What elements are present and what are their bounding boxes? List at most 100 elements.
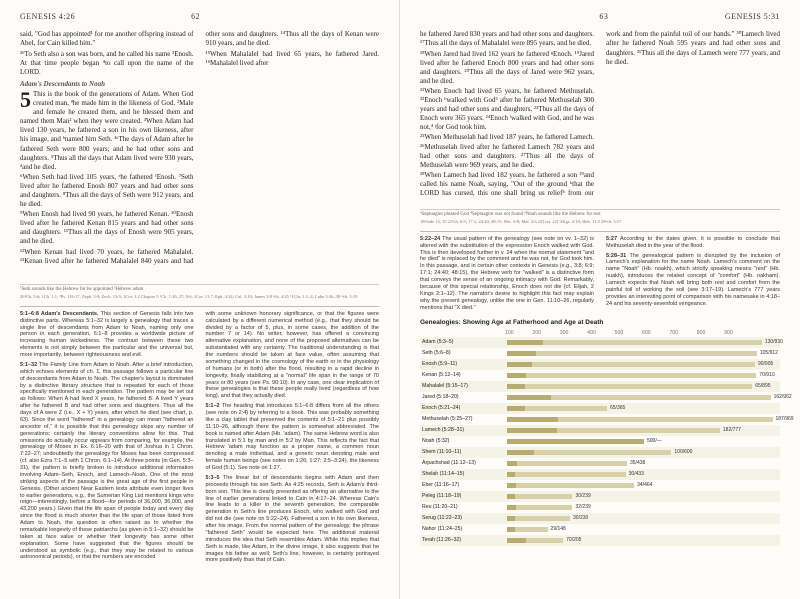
father-bar xyxy=(507,472,515,477)
bar-value-text: 70/205 xyxy=(566,537,581,544)
father-bar xyxy=(507,461,517,466)
commentary-head: 5:28–31 xyxy=(606,253,626,259)
chart-row-label: Eber (11:16–17) xyxy=(420,482,507,489)
bar-value-text: 30/433 xyxy=(629,471,644,478)
chart-row: Terah (11:26–32) 70/205 xyxy=(420,535,780,546)
chart-row: Nahor (11:24–25) 29/148 xyxy=(420,524,780,535)
chart-row: Enosh (5:9–11)90/905 xyxy=(420,359,780,370)
bar-value-text: 162/962 xyxy=(774,394,792,401)
bar-value-text: 105/912 xyxy=(760,350,778,357)
chart-row-label: Lamech (5:28–31) xyxy=(420,427,507,434)
chart-row: Methuselah (5:25–27)187/969 xyxy=(420,414,780,425)
chart-row-bars: 100/600 xyxy=(507,447,780,458)
chart-row: Lamech (5:28–31)182/777 xyxy=(420,425,780,436)
chart-row-bars: 34/464 xyxy=(507,480,780,491)
bar-value-text: 90/905 xyxy=(758,361,773,368)
commentary-right: 5:22–24 The usual pattern of the genealo… xyxy=(420,231,780,313)
bar-value-text: 30/230 xyxy=(573,515,588,522)
bar-value-text: 65/895 xyxy=(755,383,770,390)
right-page: XXXXXXXXXX 63 GENESIS 5:31 he fathered J… xyxy=(400,0,800,599)
book-ref-left: GENESIS 4:26 xyxy=(20,12,75,22)
axis-tick: 700 xyxy=(669,330,696,337)
footnotes-left: ¹Seth sounds like the Hebrew for he appo… xyxy=(20,284,379,293)
scripture-columns-right: he fathered Jared 830 years and had othe… xyxy=(420,30,780,205)
axis-tick: 800 xyxy=(697,330,724,337)
chart-row: Arpachshad (11:12–13)35/438 xyxy=(420,458,780,469)
father-bar xyxy=(507,450,534,455)
death-bar xyxy=(507,461,627,466)
bar-value-text: 130/930 xyxy=(765,339,783,346)
commentary-para: 5:28–31 The genealogical pattern is disr… xyxy=(606,253,780,308)
verse-text: ⁹When Enosh had lived 90 years, he fathe… xyxy=(20,210,194,246)
verse-body: This is the book of the generations of A… xyxy=(20,90,194,171)
axis-tick: 600 xyxy=(642,330,669,337)
father-bar xyxy=(507,417,558,422)
death-bar xyxy=(507,516,570,521)
chart-row-bars: 35/438 xyxy=(507,458,780,469)
death-bar xyxy=(507,351,757,356)
chart-row: Kenan (5:12–14)70/910 xyxy=(420,370,780,381)
footnotes-right: ³Septuagint pleased God ⁴Septuagint was … xyxy=(420,209,780,218)
commentary-head: 5:27 xyxy=(606,236,617,242)
commentary-para: 5:1–2 The heading that introduces 5:1–6:… xyxy=(206,403,380,472)
chart-row-label: Adam (5:3–5) xyxy=(420,339,507,346)
father-bar xyxy=(507,362,532,367)
bar-value-text: 70/910 xyxy=(759,372,774,379)
verse-text: ¹⁵When Mahalalel had lived 65 years, he … xyxy=(206,50,380,68)
commentary-left: 5:1–6:8 Adam's Descendants. This section… xyxy=(20,306,379,566)
chart-row-label: Reu (11:20–21) xyxy=(420,504,507,511)
death-bar xyxy=(507,472,626,477)
verse-text: ²⁵When Methuselah had lived 187 years, h… xyxy=(420,133,594,169)
chart-row: Adam (5:3–5) 130/930 xyxy=(420,337,780,348)
chart-row-label: Terah (11:26–32) xyxy=(420,537,507,544)
section-heading: Adam's Descendants to Noah xyxy=(20,80,194,89)
commentary-head: 5:1–2 xyxy=(206,403,220,409)
verse-text: ²¹When Enoch had lived 65 years, he fath… xyxy=(420,87,594,132)
chart-row-bars: 182/777 xyxy=(507,425,780,436)
chapter-dropcap: 5 xyxy=(20,90,33,110)
father-bar xyxy=(507,538,526,543)
bar-value-text: 32/239 xyxy=(575,504,590,511)
chart-row-label: Jared (5:18–20) xyxy=(420,394,507,401)
father-bar xyxy=(507,439,644,444)
death-bar xyxy=(507,373,756,378)
chart-row-label: Noah (5:32) xyxy=(420,438,507,445)
cross-refs-left: 26¹Ch. 5:6; 1Ch. 1:1; ²Ps. 116:17; Zeph.… xyxy=(20,295,379,300)
axis-tick: 500 xyxy=(615,330,642,337)
verse-text: ¹⁸When Jared had lived 162 years he fath… xyxy=(420,50,594,86)
chart-row-bars: 65/365 xyxy=(507,403,780,414)
chart-row: Shem (11:10–11)100/600 xyxy=(420,447,780,458)
death-bar xyxy=(507,340,762,345)
father-bar xyxy=(507,428,557,433)
bar-value-text: 34/464 xyxy=(637,482,652,489)
chart-row-label: Shelah (11:14–15) xyxy=(420,471,507,478)
genealogy-chart: 100200300400500600700800900 Adam (5:3–5)… xyxy=(420,330,780,546)
chart-row-bars: 30/230 xyxy=(507,513,780,524)
bar-value-text: 500/— xyxy=(647,438,662,445)
commentary-body: The Family Line from Adam to Noah. After… xyxy=(20,362,194,561)
chart-row-bars: 70/205 xyxy=(507,535,780,546)
chart-row-bars: 65/895 xyxy=(507,381,780,392)
bar-value-text: 187/969 xyxy=(776,416,794,423)
chart-title: Genealogies: Showing Age at Fatherhood a… xyxy=(420,319,780,327)
book-ref-right: GENESIS 5:31 xyxy=(725,12,780,22)
father-bar xyxy=(507,505,516,510)
left-page: GENESIS 4:26 62 XXXXXXXXXX said, "God ha… xyxy=(0,0,400,599)
axis-tick: 100 xyxy=(505,330,532,337)
chart-row-label: Shem (11:10–11) xyxy=(420,449,507,456)
chart-row-label: Peleg (11:18–19) xyxy=(420,493,507,500)
father-bar xyxy=(507,406,525,411)
commentary-head: 5:3–5 xyxy=(206,475,220,481)
bar-value-text: 29/148 xyxy=(551,526,566,533)
chart-row-bars: 32/239 xyxy=(507,502,780,513)
chart-body: Adam (5:3–5)130/930Seth (5:6–8)105/912En… xyxy=(420,337,780,546)
chart-row-bars: 130/930 xyxy=(507,337,780,348)
verse-text: he fathered Jared 830 years and had othe… xyxy=(420,30,594,48)
chart-row: Peleg (11:18–19)30/239 xyxy=(420,491,780,502)
father-bar xyxy=(507,483,516,488)
chart-row-label: Nahor (11:24–25) xyxy=(420,526,507,533)
bar-value-text: 65/365 xyxy=(610,405,625,412)
death-bar xyxy=(507,483,634,488)
death-bar xyxy=(507,494,572,499)
cross-refs-right: 18ᵍJude 14, 15 22ʰch. 6:9; 17:1; 24:40; … xyxy=(420,220,780,225)
